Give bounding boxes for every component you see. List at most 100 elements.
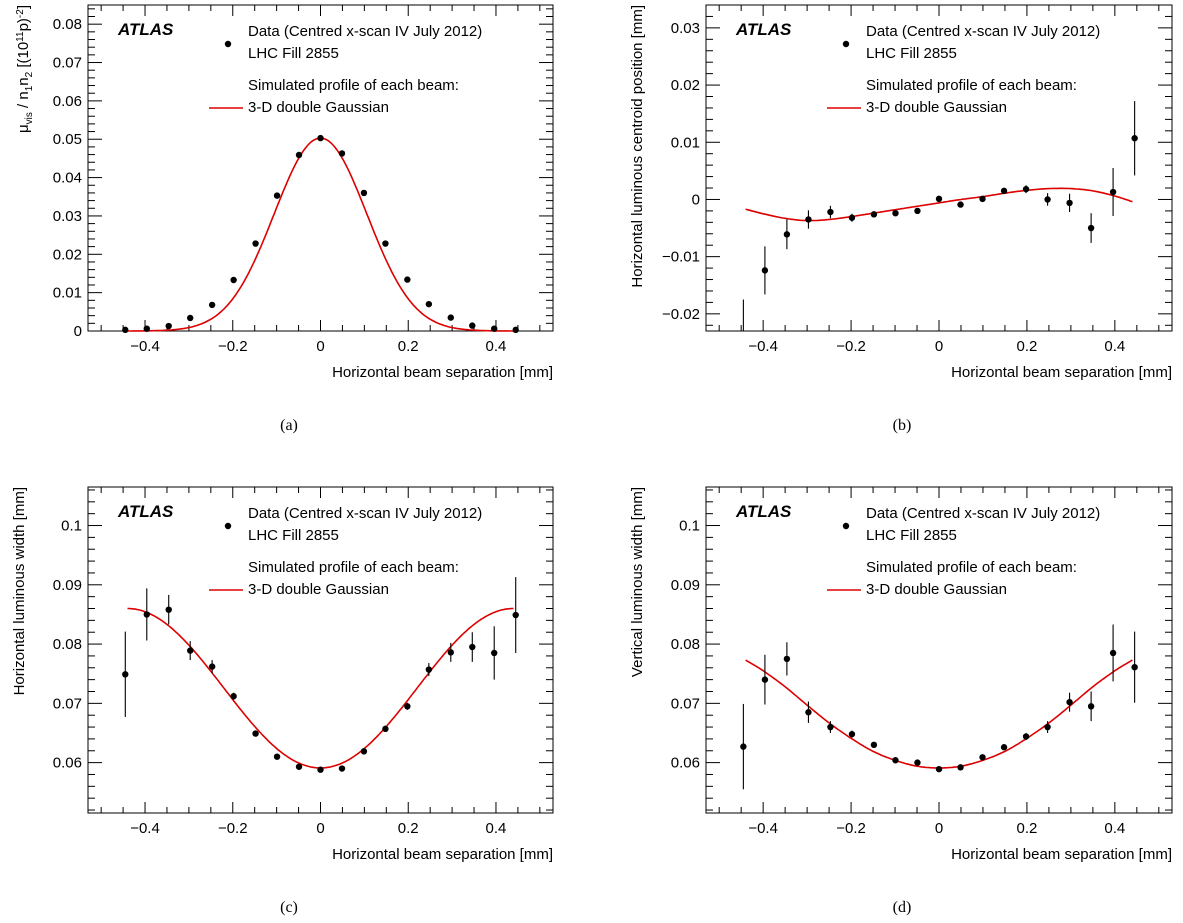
data-point	[295, 151, 303, 159]
x-tick-label: 0.4	[1104, 820, 1125, 837]
data-point	[1131, 135, 1138, 142]
y-tick-label: 0.01	[53, 285, 82, 302]
x-tick-label: −0.2	[836, 820, 866, 837]
y-tick-label: 0.08	[53, 636, 82, 653]
x-tick-label: 0	[935, 820, 943, 837]
data-point	[230, 693, 237, 700]
data-point	[469, 322, 476, 329]
data-point	[761, 676, 769, 683]
x-tick-label: 0.2	[398, 820, 419, 837]
data-point	[425, 300, 433, 308]
y-tick-label: 0.02	[53, 246, 82, 263]
data-point	[1087, 703, 1095, 710]
data-point	[1044, 723, 1051, 731]
data-point	[208, 663, 216, 670]
data-point	[512, 326, 519, 334]
y-tick-label: 0.07	[53, 695, 82, 712]
y-axis-title: μvis / n1n2 [(1011p)-2]	[15, 5, 35, 133]
data-point	[165, 322, 172, 330]
y-tick-label: 0	[692, 191, 700, 208]
data-point	[1109, 188, 1117, 196]
x-tick-label: −0.4	[130, 820, 160, 837]
data-point	[122, 671, 129, 678]
panel-caption: (b)	[893, 417, 912, 434]
legend-data-sublabel: LHC Fill 2855	[866, 45, 957, 62]
model-curve	[127, 607, 514, 769]
data-point	[404, 276, 411, 283]
data-point	[892, 209, 899, 217]
x-tick-label: −0.2	[836, 338, 866, 355]
data-point	[1044, 196, 1051, 203]
y-axis-title: Horizontal luminous centroid position [m…	[629, 5, 646, 288]
data-point	[1066, 199, 1073, 207]
data-point	[208, 301, 216, 309]
x-axis-title: Horizontal beam separation [mm]	[332, 846, 553, 863]
chart-panel-b: −0.4 −0.2 0 0.2 0.4 −0.02 −0.01 0 0.01 0.02 0.03 Ho…	[629, 4, 1173, 434]
data-point	[187, 647, 194, 654]
x-axis-title: Horizontal beam separation [mm]	[332, 364, 553, 381]
legend-data-sublabel: LHC Fill 2855	[248, 45, 339, 62]
legend-sim-title: Simulated profile of each beam:	[866, 77, 1077, 94]
data-point	[360, 189, 368, 197]
x-axis-title: Horizontal beam separation [mm]	[951, 846, 1172, 863]
data-point	[805, 216, 812, 223]
legend-model-label: 3-D double Gaussian	[866, 99, 1007, 116]
data-point	[914, 207, 921, 215]
y-tick-label: 0.06	[671, 755, 700, 772]
atlas-label: ATLAS	[735, 502, 792, 521]
y-tick-label: 0.06	[53, 93, 82, 110]
legend-model-label: 3-D double Gaussian	[248, 99, 389, 116]
x-tick-label: 0	[935, 338, 943, 355]
x-tick-label: −0.2	[218, 338, 248, 355]
data-point	[317, 766, 324, 773]
x-tick-label: 0.2	[1016, 820, 1037, 837]
data-point	[979, 754, 986, 761]
x-tick-label: −0.4	[748, 338, 778, 355]
legend-marker-data	[842, 522, 850, 530]
legend-sim-title: Simulated profile of each beam:	[248, 77, 459, 94]
legend-marker-data	[224, 40, 232, 48]
panel-caption: (c)	[280, 899, 298, 916]
y-tick-label: 0.05	[53, 131, 82, 148]
data-point	[382, 240, 389, 247]
y-tick-label: 0.04	[53, 170, 82, 187]
data-point	[805, 709, 812, 716]
data-point	[252, 240, 259, 247]
data-point	[827, 723, 834, 731]
chart-panel-a: −0.4 −0.2 0 0.2 0.4 0 0.01 0.02 0.03 0.04 0.05 0.06…	[15, 4, 554, 434]
legend-model-label: 3-D double Gaussian	[866, 581, 1007, 598]
chart-panel-d: −0.4 −0.2 0 0.2 0.4 0.06 0.07 0.08 0.09 0.1 Horizo…	[629, 486, 1173, 916]
data-point	[848, 214, 856, 221]
y-tick-label: 0.01	[671, 134, 700, 151]
legend-model-label: 3-D double Gaussian	[248, 581, 389, 598]
x-tick-label: 0.4	[486, 820, 507, 837]
data-point	[143, 611, 150, 618]
data-point	[892, 757, 899, 764]
data-point	[870, 741, 878, 749]
x-tick-label: 0.2	[398, 338, 419, 355]
legend-data-sublabel: LHC Fill 2855	[866, 527, 957, 544]
model-curve	[745, 187, 1133, 222]
data-point	[469, 643, 476, 651]
panel-caption: (d)	[893, 899, 912, 916]
model-curve	[127, 137, 514, 332]
y-tick-label: 0.1	[61, 518, 82, 535]
panel-caption: (a)	[280, 417, 298, 434]
data-point	[1000, 187, 1008, 195]
data-point	[317, 134, 324, 142]
atlas-label: ATLAS	[117, 502, 174, 521]
atlas-label: ATLAS	[735, 20, 792, 39]
legend-sim-title: Simulated profile of each beam:	[866, 559, 1077, 576]
data-point	[360, 748, 368, 755]
y-tick-label: −0.02	[662, 306, 700, 323]
data-point	[295, 763, 303, 770]
data-point	[338, 765, 346, 772]
y-tick-label: −0.01	[662, 249, 700, 266]
x-tick-label: 0	[316, 338, 324, 355]
data-point	[740, 743, 747, 750]
y-tick-label: 0.02	[671, 77, 700, 94]
data-point	[338, 150, 346, 157]
model-curve	[745, 659, 1133, 769]
y-tick-label: 0.07	[53, 55, 82, 72]
data-point	[935, 195, 943, 203]
